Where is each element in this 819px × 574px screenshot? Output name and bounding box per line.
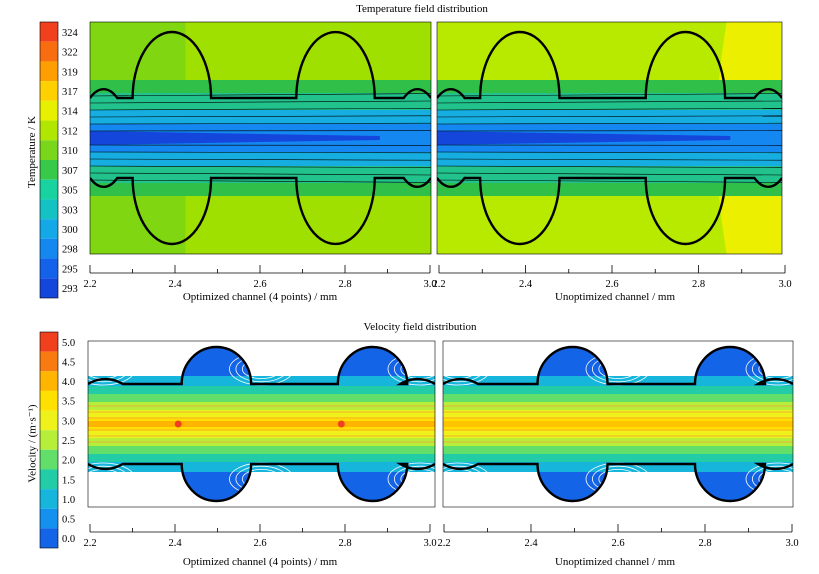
temperature-colorbar-swatch <box>40 199 58 220</box>
temperature-panel-1 <box>89 21 432 255</box>
velocity-hotspot <box>174 420 182 428</box>
velocity-colorbar-swatch <box>40 332 58 352</box>
vel-right-x-tick-label: 2.4 <box>524 538 538 549</box>
vel-right-x-tick-label: 2.6 <box>611 538 624 549</box>
velocity-colorbar-swatch <box>40 508 58 529</box>
velocity-colorbar-swatch <box>40 489 58 509</box>
velocity-colorbar-swatch <box>40 528 58 548</box>
temperature-colorbar-tick-label: 303 <box>62 205 78 216</box>
velocity-colorbar-tick-label: 5.0 <box>62 338 75 349</box>
temperature-colorbar-swatch <box>40 120 58 141</box>
temperature-colorbar-tick-label: 310 <box>62 146 78 157</box>
velocity-colorbar-frame <box>39 331 59 549</box>
velocity-colorbar-tick-label: 1.0 <box>62 495 75 506</box>
velocity-colorbar-tick-label: 2.5 <box>62 436 75 447</box>
vel-left-x-tick-label: 2.2 <box>83 538 96 549</box>
velocity-panel-1 <box>87 340 436 508</box>
channel-top-wall <box>437 30 782 100</box>
temperature-colorbar-swatch <box>40 160 58 180</box>
temp-left-x-tick-label: 2.6 <box>253 279 266 290</box>
velocity-hotspot <box>337 420 345 428</box>
velocity-colorbar-tick-label: 1.5 <box>62 475 75 486</box>
channel-top-wall <box>90 30 431 100</box>
temperature-colorbar-swatch <box>40 41 58 62</box>
temp-right-x-tick-label: 2.8 <box>692 279 705 290</box>
temp-right-x-tick-label: 2.4 <box>519 279 533 290</box>
temperature-colorbar-tick-label: 319 <box>62 67 78 78</box>
temperature-colorbar-swatch <box>40 61 58 82</box>
vel-left-x-tick-label: 2.8 <box>338 538 351 549</box>
velocity-panel-2 <box>442 340 794 508</box>
temperature-colorbar-tick-label: 293 <box>62 284 78 295</box>
vel-right-x-tick-label: 2.8 <box>698 538 711 549</box>
velocity-colorbar-tick-label: 2.0 <box>62 456 75 467</box>
velocity-right-xlabel: Unoptimized channel / mm <box>554 556 676 568</box>
velocity-colorbar-swatch <box>40 469 58 490</box>
velocity-colorbar-tick-label: 0.0 <box>62 534 75 545</box>
temp-left-x-tick-label: 2.8 <box>338 279 351 290</box>
velocity-colorbar-swatch <box>40 410 58 431</box>
velocity-left-xlabel: Optimized channel (4 points) / mm <box>182 556 338 568</box>
temperature-colorbar-swatch <box>40 81 58 101</box>
temperature-colorbar-tick-label: 298 <box>62 245 78 256</box>
vel-left-x-tick-label: 2.6 <box>253 538 266 549</box>
velocity-colorbar-swatch <box>40 390 58 411</box>
velocity-colorbar: 5.0 4.5 4.0 3.5 3.0 2.5 2.0 1.5 1.0 0.5 0.0 <box>39 331 75 549</box>
vel-left-x-tick-label: 2.4 <box>168 538 182 549</box>
velocity-chart-title: Velocity field distribution <box>363 321 477 333</box>
vel-left-x-tick-label: 3.0 <box>423 538 436 549</box>
temperature-colorbar-tick-label: 314 <box>62 107 79 118</box>
temperature-colorbar-tick-label: 322 <box>62 48 78 59</box>
temperature-colorbar-swatch <box>40 238 58 259</box>
temperature-colorbar-tick-label: 305 <box>62 186 78 197</box>
velocity-colorbar-swatch <box>40 371 58 391</box>
channel-bottom-wall <box>437 176 782 246</box>
velocity-colorbar-tick-label: 3.0 <box>62 416 75 427</box>
temperature-left-xlabel: Optimized channel (4 points) / mm <box>182 291 338 303</box>
temperature-colorbar-tick-label: 317 <box>62 87 78 98</box>
temperature-chart-title: Temperature field distribution <box>356 3 488 15</box>
temp-left-x-tick-label: 3.0 <box>423 279 436 290</box>
temp-right-x-tick-label: 2.2 <box>432 279 445 290</box>
temperature-colorbar-swatch <box>40 140 58 160</box>
temp-left-x-tick-label: 2.2 <box>83 279 96 290</box>
velocity-colorbar-swatch <box>40 449 58 470</box>
temperature-colorbar: 324 322 319 317 314 312 310 307 305 303 300 298 295 2… <box>39 21 79 299</box>
temperature-colorbar-tick-label: 324 <box>62 28 79 39</box>
velocity-colorbar-tick-label: 4.5 <box>62 357 75 368</box>
axes: 2.2 2.4 2.6 2.8 3.02.2 2.4 2.6 2.8 3.02.2 2.4 2.6 2… <box>83 265 799 549</box>
temp-right-x-tick-label: 3.0 <box>778 279 791 290</box>
temperature-colorbar-tick-label: 300 <box>62 225 78 236</box>
temperature-colorbar-swatch <box>40 100 58 121</box>
temperature-colorbar-swatch <box>40 22 58 42</box>
temperature-right-xlabel: Unoptimized channel / mm <box>554 291 676 303</box>
temperature-colorbar-frame <box>39 21 59 299</box>
temp-left-x-tick-label: 2.4 <box>168 279 182 290</box>
panels <box>87 21 794 508</box>
velocity-colorbar-tick-label: 4.0 <box>62 377 75 388</box>
velocity-colorbar-swatch <box>40 351 58 372</box>
temperature-panel-2 <box>436 21 783 255</box>
velocity-colorbar-tick-label: 0.5 <box>62 515 75 526</box>
temperature-colorbar-swatch <box>40 179 58 200</box>
temperature-colorbar-swatch <box>40 258 58 279</box>
temperature-colorbar-tick-label: 295 <box>62 264 78 275</box>
temperature-colorbar-swatch <box>40 278 58 298</box>
velocity-colorbar-tick-label: 3.5 <box>62 397 75 408</box>
vel-right-x-tick-label: 2.2 <box>437 538 450 549</box>
vel-right-x-tick-label: 3.0 <box>785 538 798 549</box>
temperature-colorbar-swatch <box>40 219 58 239</box>
channel-bottom-wall <box>90 176 431 246</box>
temp-right-x-tick-label: 2.6 <box>605 279 618 290</box>
velocity-colorbar-swatch <box>40 430 58 450</box>
temperature-colorbar-tick-label: 307 <box>62 166 78 177</box>
temperature-colorbar-tick-label: 312 <box>62 126 78 137</box>
